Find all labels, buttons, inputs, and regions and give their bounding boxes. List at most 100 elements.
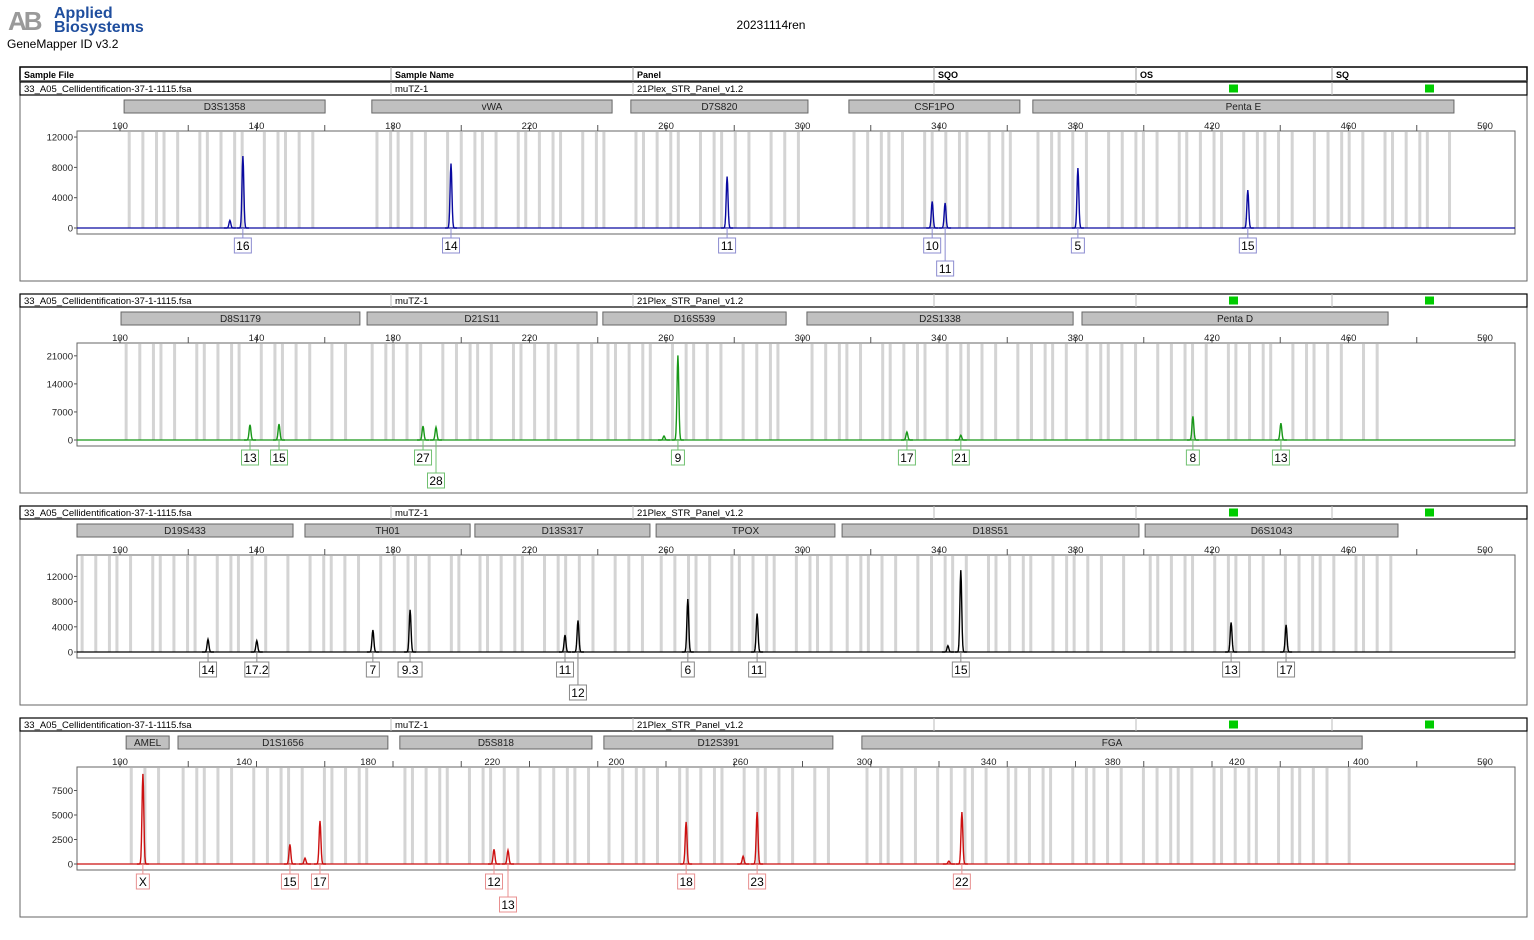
marker-d19s433[interactable]: D19S433 xyxy=(76,523,294,538)
allele-call-label[interactable]: 10 xyxy=(923,237,942,254)
marker-d1s1656[interactable]: D1S1656 xyxy=(177,735,389,750)
allele-label-box[interactable] xyxy=(951,449,970,466)
marker-d2s1338[interactable]: D2S1338 xyxy=(806,311,1074,326)
marker-bar[interactable] xyxy=(76,523,294,538)
marker-bar[interactable] xyxy=(125,735,170,750)
marker-vwa[interactable]: vWA xyxy=(371,99,613,114)
allele-label-box[interactable] xyxy=(310,873,329,890)
marker-bar[interactable] xyxy=(474,523,651,538)
allele-label-box[interactable] xyxy=(244,661,270,678)
marker-d5s818[interactable]: D5S818 xyxy=(399,735,593,750)
allele-call-label[interactable]: X xyxy=(135,873,150,890)
allele-label-box[interactable] xyxy=(670,449,685,466)
allele-call-label[interactable]: 23 xyxy=(748,873,767,890)
allele-call-label[interactable]: 28 xyxy=(426,472,445,489)
allele-call-label[interactable]: 13 xyxy=(1271,449,1290,466)
allele-call-label[interactable]: 7 xyxy=(365,661,380,678)
marker-penta-e[interactable]: Penta E xyxy=(1032,99,1455,114)
allele-label-box[interactable] xyxy=(555,661,574,678)
marker-bar[interactable] xyxy=(603,735,834,750)
allele-label-box[interactable] xyxy=(1277,661,1296,678)
allele-call-label[interactable]: 18 xyxy=(677,873,696,890)
allele-call-label[interactable]: 15 xyxy=(1238,237,1257,254)
marker-bar[interactable] xyxy=(1144,523,1399,538)
allele-call-label[interactable]: 22 xyxy=(952,873,971,890)
allele-call-label[interactable]: 6 xyxy=(680,661,695,678)
allele-label-box[interactable] xyxy=(426,472,445,489)
marker-bar[interactable] xyxy=(1032,99,1455,114)
allele-label-box[interactable] xyxy=(1238,237,1257,254)
marker-bar[interactable] xyxy=(806,311,1074,326)
marker-bar[interactable] xyxy=(841,523,1140,538)
allele-call-label[interactable]: 9.3 xyxy=(397,661,423,678)
marker-bar[interactable] xyxy=(630,99,809,114)
marker-d6s1043[interactable]: D6S1043 xyxy=(1144,523,1399,538)
marker-bar[interactable] xyxy=(123,99,326,114)
allele-call-label[interactable]: 17 xyxy=(310,873,329,890)
marker-d3s1358[interactable]: D3S1358 xyxy=(123,99,326,114)
allele-label-box[interactable] xyxy=(748,661,767,678)
marker-bar[interactable] xyxy=(304,523,471,538)
marker-bar[interactable] xyxy=(120,311,361,326)
allele-call-label[interactable]: 15 xyxy=(280,873,299,890)
allele-label-box[interactable] xyxy=(952,873,971,890)
allele-label-box[interactable] xyxy=(199,661,218,678)
allele-label-box[interactable] xyxy=(280,873,299,890)
marker-amel[interactable]: AMEL xyxy=(125,735,170,750)
marker-d13s317[interactable]: D13S317 xyxy=(474,523,651,538)
marker-bar[interactable] xyxy=(177,735,389,750)
allele-call-label[interactable]: 13 xyxy=(241,449,260,466)
allele-label-box[interactable] xyxy=(135,873,150,890)
allele-label-box[interactable] xyxy=(233,237,252,254)
marker-bar[interactable] xyxy=(399,735,593,750)
allele-label-box[interactable] xyxy=(1185,449,1200,466)
allele-call-label[interactable]: 27 xyxy=(414,449,433,466)
allele-label-box[interactable] xyxy=(748,873,767,890)
marker-d7s820[interactable]: D7S820 xyxy=(630,99,809,114)
allele-call-label[interactable]: 21 xyxy=(951,449,970,466)
allele-label-box[interactable] xyxy=(923,237,942,254)
allele-label-box[interactable] xyxy=(270,449,289,466)
marker-fga[interactable]: FGA xyxy=(861,735,1363,750)
allele-call-label[interactable]: 14 xyxy=(199,661,218,678)
allele-label-box[interactable] xyxy=(951,661,970,678)
allele-label-box[interactable] xyxy=(1222,661,1241,678)
marker-th01[interactable]: TH01 xyxy=(304,523,471,538)
allele-label-box[interactable] xyxy=(897,449,916,466)
allele-call-label[interactable]: 13 xyxy=(499,896,518,913)
allele-call-label[interactable]: 9 xyxy=(670,449,685,466)
allele-label-box[interactable] xyxy=(241,449,260,466)
allele-label-box[interactable] xyxy=(485,873,504,890)
marker-d21s11[interactable]: D21S11 xyxy=(366,311,598,326)
allele-label-box[interactable] xyxy=(499,896,518,913)
allele-label-box[interactable] xyxy=(1070,237,1085,254)
allele-label-box[interactable] xyxy=(414,449,433,466)
allele-label-box[interactable] xyxy=(397,661,423,678)
allele-call-label[interactable]: 15 xyxy=(270,449,289,466)
allele-call-label[interactable]: 17 xyxy=(1277,661,1296,678)
allele-call-label[interactable]: 11 xyxy=(718,237,737,254)
marker-penta-d[interactable]: Penta D xyxy=(1081,311,1389,326)
sample-row[interactable] xyxy=(19,81,1528,96)
allele-label-box[interactable] xyxy=(936,260,955,277)
marker-bar[interactable] xyxy=(602,311,787,326)
allele-call-label[interactable]: 17 xyxy=(897,449,916,466)
allele-label-box[interactable] xyxy=(365,661,380,678)
marker-tpox[interactable]: TPOX xyxy=(655,523,836,538)
sample-row[interactable] xyxy=(19,505,1528,520)
allele-label-box[interactable] xyxy=(1271,449,1290,466)
allele-call-label[interactable]: 11 xyxy=(936,260,955,277)
marker-bar[interactable] xyxy=(1081,311,1389,326)
marker-d8s1179[interactable]: D8S1179 xyxy=(120,311,361,326)
allele-call-label[interactable]: 11 xyxy=(555,661,574,678)
allele-call-label[interactable]: 11 xyxy=(748,661,767,678)
allele-label-box[interactable] xyxy=(568,684,587,701)
allele-label-box[interactable] xyxy=(677,873,696,890)
allele-call-label[interactable]: 16 xyxy=(233,237,252,254)
allele-label-box[interactable] xyxy=(680,661,695,678)
allele-call-label[interactable]: 12 xyxy=(485,873,504,890)
marker-d12s391[interactable]: D12S391 xyxy=(603,735,834,750)
marker-d18s51[interactable]: D18S51 xyxy=(841,523,1140,538)
marker-bar[interactable] xyxy=(861,735,1363,750)
marker-bar[interactable] xyxy=(371,99,613,114)
